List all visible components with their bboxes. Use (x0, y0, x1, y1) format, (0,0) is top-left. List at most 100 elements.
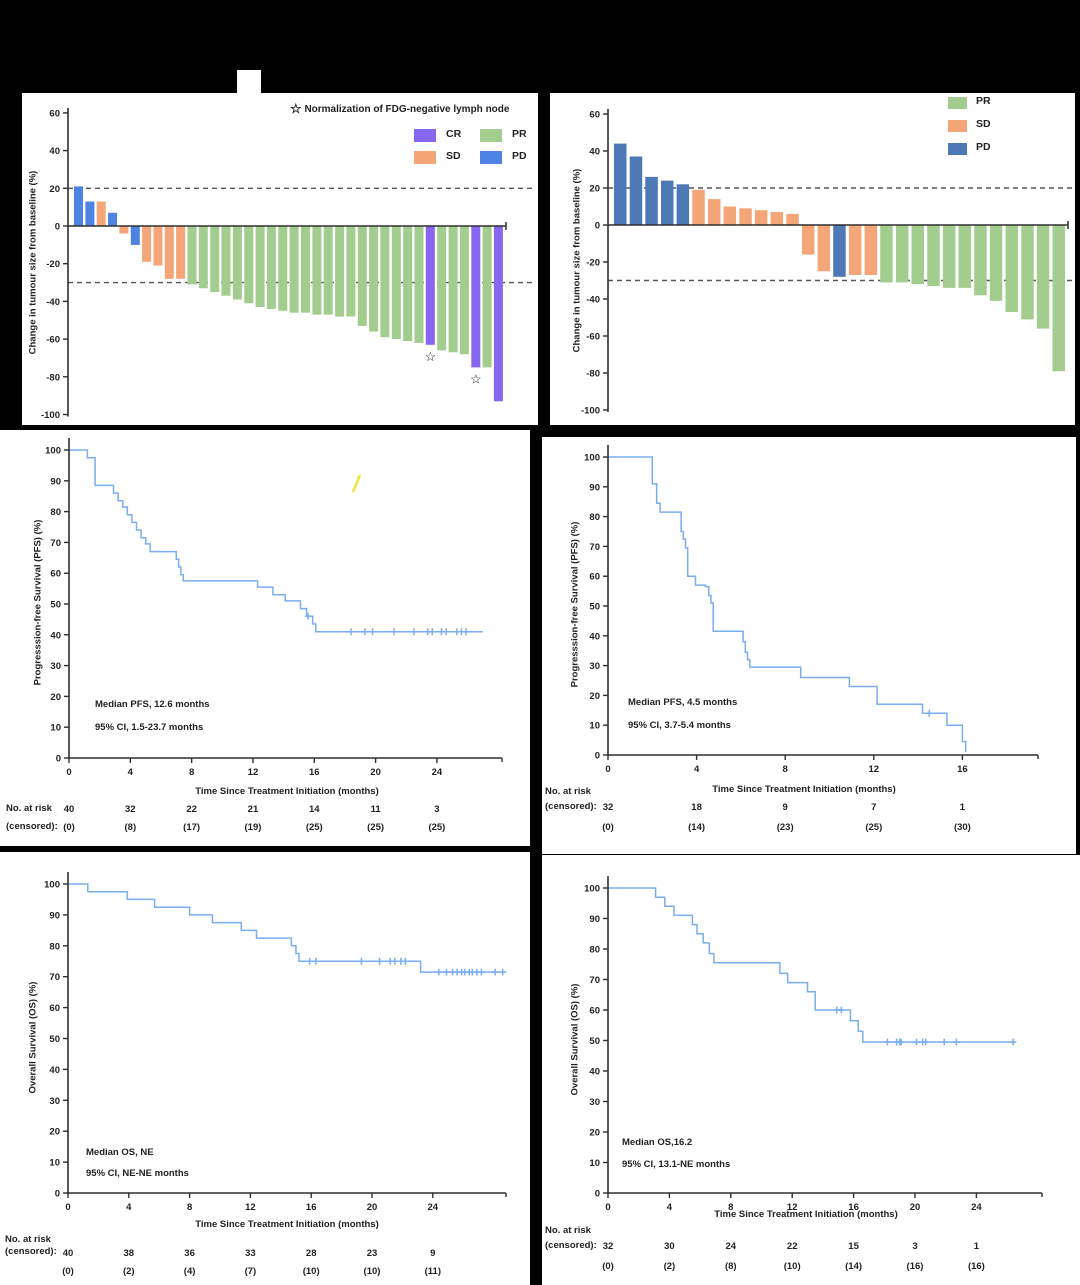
at-risk-count: 40 (63, 1248, 74, 1259)
x-tick-label: 0 (605, 764, 610, 775)
x-tick-label: 24 (971, 1202, 982, 1213)
legend-star-note: ☆ Normalization of FDG-negative lymph no… (290, 101, 509, 117)
censor-mark (361, 628, 369, 636)
y-tick-label: 0 (56, 754, 61, 765)
bar-pd (85, 201, 95, 226)
at-risk-censored: (0) (62, 1266, 74, 1277)
y-tick-label: 20 (589, 1128, 600, 1139)
censored-label: (censored): (545, 1240, 597, 1251)
at-risk-count: 32 (603, 1241, 614, 1252)
censor-mark (442, 628, 450, 636)
censor-mark (390, 628, 398, 636)
censor-mark (402, 957, 409, 965)
x-tick-label: 16 (848, 1202, 859, 1213)
km-curve (608, 456, 967, 752)
x-tick-label: 12 (787, 1202, 798, 1213)
at-risk-count: 28 (306, 1248, 317, 1259)
bar-cr (425, 226, 435, 345)
median-annotation: Median OS,16.2 (622, 1137, 693, 1148)
at-risk-censored: (23) (777, 822, 794, 833)
x-tick-label: 20 (910, 1202, 921, 1213)
at-risk-censored: (10) (303, 1266, 320, 1277)
censor-mark (347, 628, 355, 636)
legend-swatch-sd (948, 120, 967, 132)
x-axis-label: Time Since Treatment Initiation (months) (712, 784, 896, 795)
y-tick-label: 50 (589, 1036, 600, 1047)
at-risk-censored: (14) (845, 1261, 862, 1272)
bar-pr (244, 226, 254, 304)
y-tick-label: 60 (589, 1006, 600, 1017)
bar-sd (142, 226, 152, 262)
x-tick-label: 8 (189, 767, 194, 778)
bar-pr (221, 226, 231, 296)
y-tick-label: 80 (589, 945, 600, 956)
at-risk-count: 1 (960, 802, 966, 813)
legend-label-pr: PR (976, 95, 991, 107)
bar-pr (266, 226, 276, 309)
censor-mark (435, 968, 443, 976)
at-risk-censored: (16) (907, 1261, 924, 1272)
legend-swatch-pd (480, 151, 502, 164)
at-risk-count: 9 (430, 1248, 435, 1259)
at-risk-count: 40 (64, 804, 75, 815)
x-tick-label: 0 (605, 1202, 610, 1213)
y-tick-label: 40 (49, 1065, 60, 1076)
bar-sd (153, 226, 163, 266)
x-tick-label: 16 (957, 764, 968, 775)
bar-cr (471, 226, 481, 368)
x-tick-label: 8 (783, 764, 788, 775)
at-risk-censored: (2) (664, 1261, 676, 1272)
y-tick-label: 0 (55, 1189, 60, 1200)
panel-pfs-left: 0 10 20 30 40 50 60 70 80 90 100 0 4 8 12 16 20 24 40 (0) 32… (0, 430, 530, 846)
y-tick-label: 70 (589, 542, 600, 553)
bar-pr (989, 225, 1003, 301)
y-tick-label: 50 (50, 600, 61, 611)
bar-pr (380, 226, 390, 338)
y-tick-label: 90 (589, 482, 600, 493)
censor-mark (953, 1038, 960, 1046)
bar-pr (278, 226, 288, 311)
legend-label-pr: PR (512, 128, 527, 140)
y-tick-label: 90 (589, 914, 600, 925)
x-tick-label: 4 (126, 1202, 132, 1213)
at-risk-count: 18 (691, 802, 702, 813)
bar-pd (108, 212, 117, 226)
bar-pr (927, 225, 940, 287)
pfs-right-chart: 0 10 20 30 40 50 60 70 80 90 100 0 4 8 12 16 32 (0) 18 (14)… (584, 445, 1039, 833)
y-tick-label: 20 (49, 1127, 60, 1138)
at-risk-count: 38 (124, 1248, 135, 1259)
white-notch (237, 70, 261, 94)
censor-mark (410, 628, 418, 636)
x-axis-label: Time Since Treatment Initiation (months) (195, 1219, 379, 1230)
censor-mark (369, 628, 376, 636)
legend-note-text: Normalization of FDG-negative lymph node (304, 104, 510, 115)
y-tick-label: 40 (50, 630, 61, 641)
bar-sd (786, 213, 799, 225)
ci-annotation: 95% CI, 13.1-NE months (622, 1159, 731, 1170)
y-tick-label: 0 (55, 222, 60, 233)
censored-label: (censored): (545, 801, 597, 812)
y-tick-label: 80 (589, 512, 600, 523)
at-risk-count: 11 (371, 804, 382, 815)
y-tick-label: 40 (589, 147, 600, 158)
censor-mark (312, 957, 319, 965)
censor-mark (358, 957, 365, 965)
km-curve (608, 887, 1014, 1043)
at-risk-censored: (0) (602, 822, 614, 833)
y-tick-label: -80 (586, 369, 600, 380)
at-risk-count: 22 (186, 804, 197, 815)
censor-mark (491, 968, 499, 976)
censor-mark (926, 709, 933, 717)
censor-mark (429, 628, 436, 636)
ci-annotation: 95% CI, 1.5-23.7 months (95, 722, 204, 733)
bar-pr (346, 226, 356, 317)
at-risk-count: 22 (787, 1241, 798, 1252)
at-risk-censored: (25) (306, 822, 323, 833)
x-tick-label: 0 (65, 1202, 70, 1213)
legend-label-sd: SD (446, 150, 461, 162)
at-risk-count: 3 (434, 804, 439, 815)
y-tick-label: 90 (50, 476, 61, 487)
y-tick-label: 80 (49, 941, 60, 952)
at-risk-count: 9 (783, 802, 788, 813)
panel-os-left: 0 10 20 30 40 50 60 70 80 90 100 0 4 8 12 16 20 24 40 (0) 38… (0, 852, 530, 1285)
